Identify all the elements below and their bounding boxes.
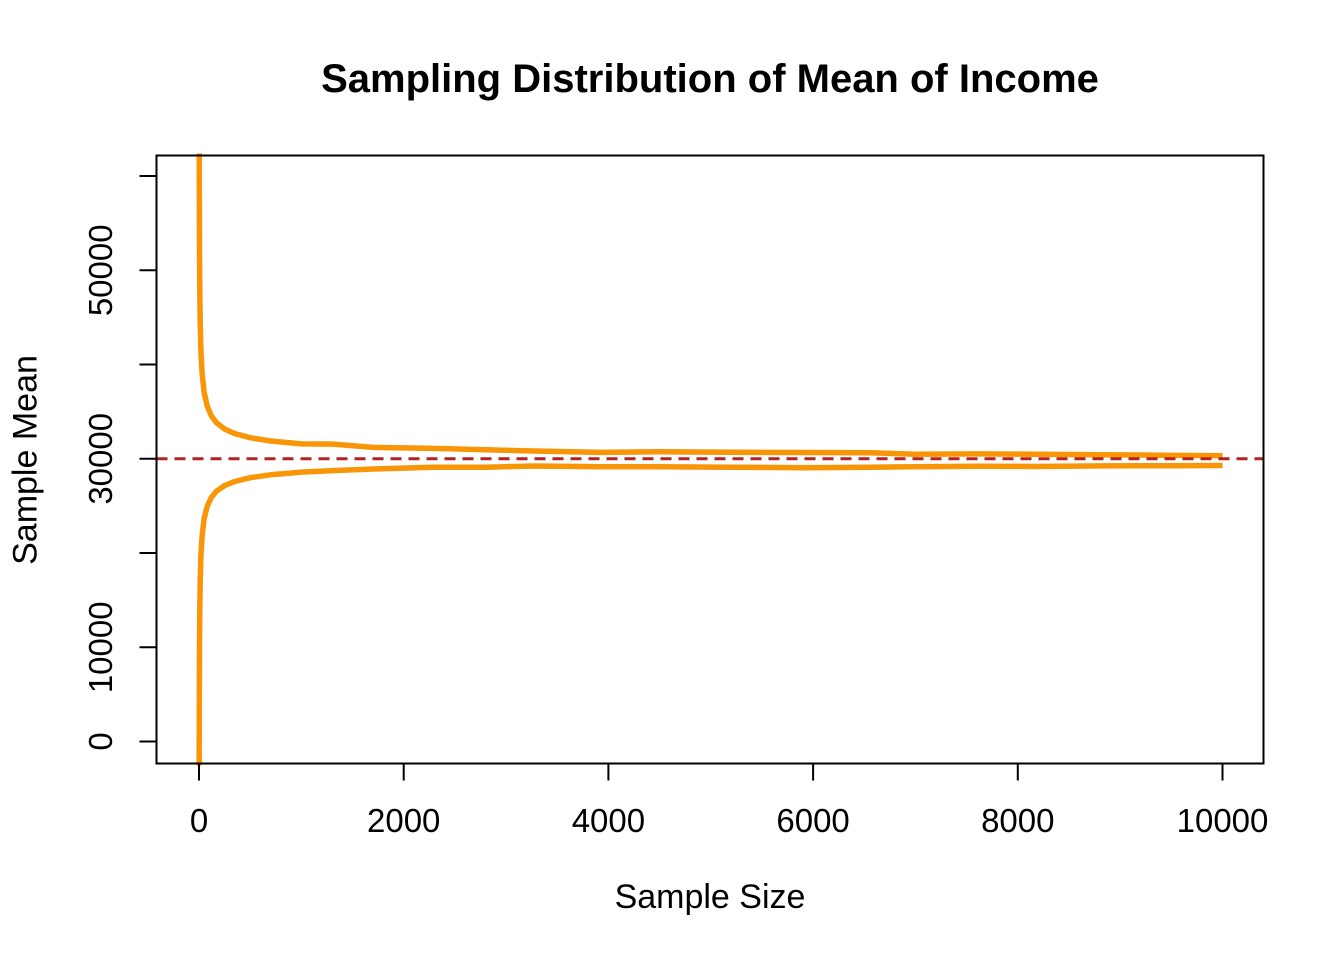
x-tick-label: 10000 xyxy=(1177,802,1269,839)
y-tick-label: 50000 xyxy=(82,224,119,316)
x-axis-ticks: 0 2000 4000 6000 8000 10000 xyxy=(190,763,1269,839)
y-tick-label: 0 xyxy=(82,732,119,750)
x-tick-label: 4000 xyxy=(572,802,645,839)
x-tick-label: 6000 xyxy=(776,802,849,839)
series-lines xyxy=(196,153,1223,766)
y-tick-label: 30000 xyxy=(82,413,119,505)
lower-envelope-line xyxy=(196,462,1223,766)
x-tick-label: 0 xyxy=(190,802,208,839)
x-tick-label: 2000 xyxy=(367,802,440,839)
x-axis-title: Sample Size xyxy=(614,878,806,916)
y-axis-title: Sample Mean xyxy=(6,355,45,565)
chart-title: Sampling Distribution of Mean of Income xyxy=(321,57,1099,101)
upper-envelope-line xyxy=(196,153,1223,459)
y-tick-label: 10000 xyxy=(82,601,119,693)
x-tick-label: 8000 xyxy=(981,802,1054,839)
y-axis-ticks: 0 10000 30000 50000 xyxy=(82,175,157,751)
